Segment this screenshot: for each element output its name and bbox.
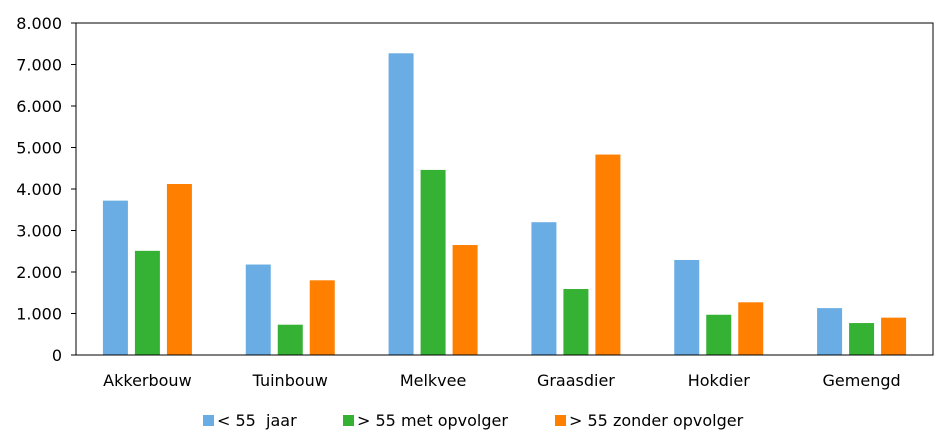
x-category-label: Akkerbouw [103,371,192,390]
bar--55-jaar-akkerbouw [102,200,128,355]
x-category-label: Tuinbouw [252,371,328,390]
x-category-label: Graasdier [537,371,615,390]
bar--55-met-opvolger-gemengd [849,323,875,355]
y-tick-label: 1.000 [16,305,62,324]
bar--55-jaar-tuinbouw [245,264,271,355]
y-axis-ticks: 0 1.000 2.000 3.000 4.000 5.000 6.000 7.000 8.00… [16,14,76,365]
bar--55-jaar-hokdier [674,259,700,355]
y-tick-label: 6.000 [16,97,62,116]
bar--55-met-opvolger-akkerbouw [134,250,160,355]
legend-swatch [555,415,566,426]
bars [102,53,907,356]
axes [75,22,934,356]
y-tick-label: 7.000 [16,56,62,75]
x-category-label: Gemengd [823,371,901,390]
x-category-label: Hokdier [688,371,751,390]
y-tick-label: 8.000 [16,14,62,33]
bar--55-met-opvolger-tuinbouw [277,324,303,355]
y-tick-label: 5.000 [16,139,62,158]
y-tick-label: 4.000 [16,180,62,199]
legend-label: > 55 met opvolger [357,411,508,430]
legend-swatch [343,415,354,426]
bar--55-met-opvolger-melkvee [420,169,446,355]
bar--55-met-opvolger-hokdier [706,314,732,355]
bar--55-zonder-opvolger-melkvee [452,245,478,355]
bar--55-zonder-opvolger-gemengd [881,317,907,355]
legend: < 55 jaar > 55 met opvolger > 55 zonder op… [203,411,744,430]
legend-label: < 55 jaar [217,411,297,430]
y-tick-label: 3.000 [16,222,62,241]
legend-label: > 55 zonder opvolger [569,411,744,430]
bar--55-zonder-opvolger-graasdier [595,154,621,355]
bar--55-met-opvolger-graasdier [563,289,589,355]
y-tick-label: 0 [52,346,62,365]
bar--55-jaar-melkvee [388,53,414,356]
x-axis-labels: Akkerbouw Tuinbouw Melkvee Graasdier Hokdier… [103,371,900,390]
y-tick-label: 2.000 [16,263,62,282]
bar--55-jaar-gemengd [817,308,843,355]
x-category-label: Melkvee [400,371,467,390]
bar--55-zonder-opvolger-tuinbouw [309,280,335,355]
plot-frame [75,22,934,356]
bar--55-zonder-opvolger-akkerbouw [166,184,192,355]
legend-swatch [203,415,214,426]
bar--55-zonder-opvolger-hokdier [738,302,764,355]
bar--55-jaar-graasdier [531,222,557,355]
